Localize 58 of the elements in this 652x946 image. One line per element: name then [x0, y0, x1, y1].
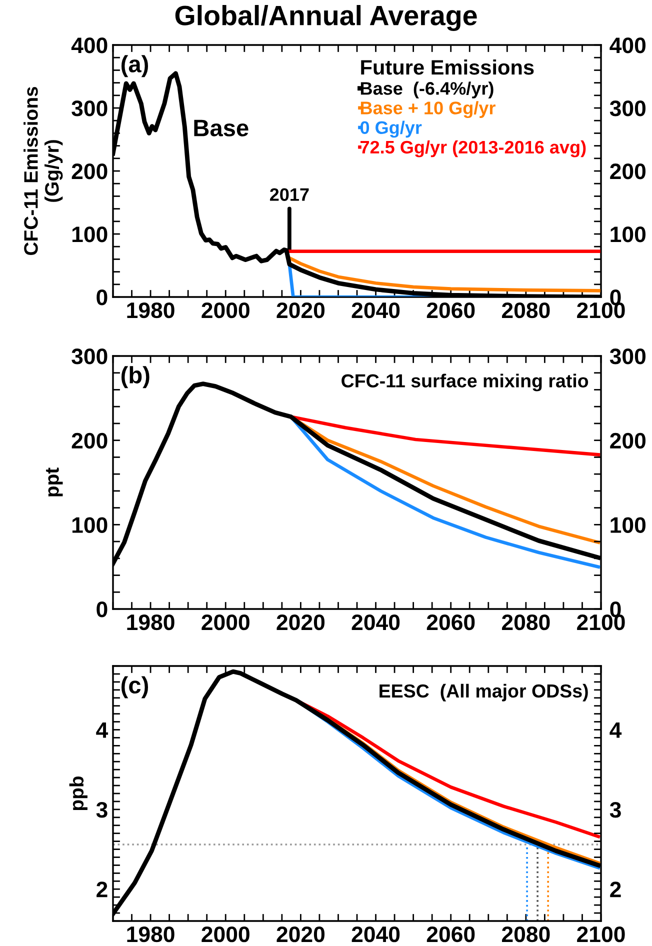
y-tick-label: 200 [72, 432, 108, 449]
x-tick-label: 1980 [127, 926, 174, 942]
x-tick-label: 2000 [202, 614, 250, 630]
y-axis-title: ppt [46, 468, 63, 496]
y-tick-label: 100 [72, 226, 108, 242]
y2-tick-label: 2 [610, 882, 621, 898]
x-tick-label: 1980 [127, 302, 174, 318]
x-tick-label: 2080 [502, 614, 550, 630]
y2-tick-label: 4 [610, 722, 622, 738]
y-tick-label: 2 [96, 882, 108, 898]
y-tick-label: 300 [72, 100, 108, 116]
x-tick-label: 2040 [352, 926, 400, 942]
x-tick-label: 2080 [502, 926, 550, 942]
y2-tick-label: 200 [610, 432, 646, 449]
x-tick-label: 2000 [202, 302, 250, 318]
annotation: Base [194, 120, 248, 136]
y2-tick-label: 100 [610, 226, 646, 242]
x-tick-label: 2060 [426, 926, 475, 942]
x-tick-label: 2060 [426, 614, 475, 630]
legend-label: 0 Gg/yr [360, 120, 422, 138]
x-tick-label: 2020 [276, 302, 324, 318]
legend-label: 72.5 Gg/yr (2013-2016 avg) [360, 140, 586, 158]
legend-label: Base + 10 Gg/yr [360, 101, 496, 118]
y-tick-label: 200 [72, 164, 108, 180]
y2-tick-label: 400 [610, 38, 646, 54]
x-tick-label: 2040 [352, 302, 400, 318]
legend-label: Base (-6.4%/yr) [360, 82, 494, 98]
annotation: EESC (All major ODSs) [380, 684, 588, 702]
y-tick-label: 300 [72, 348, 108, 364]
y-tick-label: 3 [96, 802, 108, 818]
x-tick-label: 2060 [426, 302, 475, 318]
line-series [288, 256, 601, 292]
annotation: (c) [121, 676, 148, 698]
y2-tick-label: 100 [610, 517, 646, 533]
y2-tick-label: 200 [610, 164, 646, 180]
x-tick-label: 2020 [276, 926, 324, 942]
x-tick-label: 1980 [127, 614, 174, 630]
y2-tick-label: 300 [610, 348, 646, 364]
y-tick-label: 0 [96, 602, 108, 618]
x-tick-label: 2020 [276, 614, 324, 630]
annotation: CFC-11 surface mixing ratio [342, 374, 588, 392]
chart-title: Global/Annual Average [175, 4, 477, 32]
y-tick-label: 4 [96, 722, 108, 738]
y-axis-title: ppb [69, 776, 88, 810]
y-tick-label: 100 [72, 517, 108, 533]
x-tick-label: 2040 [352, 614, 400, 630]
legend-title: Future Emissions [361, 59, 534, 75]
annotation: (a) [121, 55, 148, 78]
annotation: 2017 [270, 188, 309, 201]
y-axis-title: CFC-11 Emissions (Gg/yr) [24, 86, 63, 256]
annotation: (b) [121, 366, 150, 388]
x-tick-label: 2000 [202, 926, 250, 942]
y2-tick-label: 300 [610, 100, 646, 116]
x-tick-label: 2080 [502, 302, 550, 318]
y-tick-label: 400 [71, 38, 108, 54]
y-tick-label: 0 [96, 290, 108, 306]
y2-tick-label: 3 [610, 802, 621, 818]
x-tick-label: 2100 [577, 926, 625, 942]
